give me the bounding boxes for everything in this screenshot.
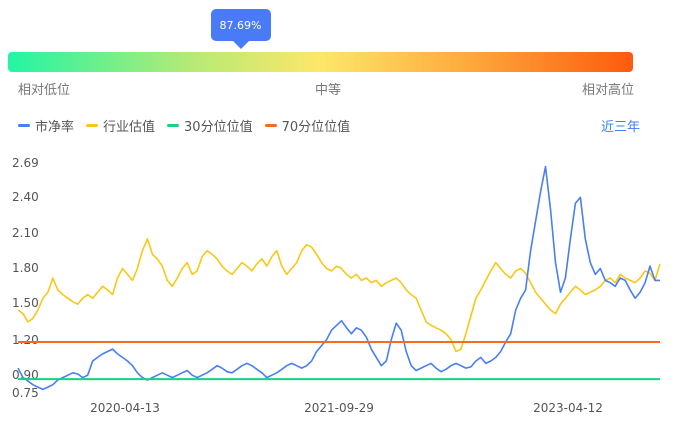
legend-item-3[interactable]: 70分位位值 xyxy=(264,116,351,135)
gauge-low-label: 相对低位 xyxy=(18,83,71,98)
percentile-value: 87.69% xyxy=(219,18,262,32)
y-tick-label: 1.50 xyxy=(12,296,39,310)
valuation-line-chart: 2.692.402.101.801.501.200.900.752020-04-… xyxy=(12,156,661,415)
series-line-0 xyxy=(17,165,660,391)
series-line-1 xyxy=(17,238,661,353)
legend-item-2[interactable]: 30分位位值 xyxy=(167,116,253,135)
y-tick-label: 1.20 xyxy=(12,333,39,347)
legend-item-0[interactable]: 市净率 xyxy=(18,116,75,135)
y-tick-label: 0.75 xyxy=(12,386,39,400)
legend-label: 30分位位值 xyxy=(184,119,253,135)
y-tick-label: 1.80 xyxy=(12,261,39,275)
x-tick-label: 2021-09-29 xyxy=(304,401,374,415)
y-tick-label: 2.69 xyxy=(12,156,39,170)
legend-item-1[interactable]: 行业估值 xyxy=(86,116,156,135)
chart-legend: 市净率 行业估值 30分位位值 70分位位值 xyxy=(18,116,351,135)
legend-swatch xyxy=(18,123,30,127)
x-tick-label: 2020-04-13 xyxy=(90,401,160,415)
gauge-gradient-bar xyxy=(8,52,633,72)
range-selector-link[interactable]: 近三年 xyxy=(600,120,640,135)
percentile-bubble: 87.69% xyxy=(210,9,271,41)
legend-swatch xyxy=(264,123,277,127)
y-tick-label: 2.10 xyxy=(12,226,39,240)
y-tick-label: 2.40 xyxy=(12,190,39,204)
legend-swatch xyxy=(86,123,99,127)
x-tick-label: 2023-04-12 xyxy=(533,401,603,415)
percentile-pointer xyxy=(232,41,249,49)
legend-label: 行业估值 xyxy=(103,119,156,135)
gauge-high-label: 相对高位 xyxy=(582,83,635,98)
legend-label: 70分位位值 xyxy=(281,119,351,135)
gauge-mid-label: 中等 xyxy=(315,83,342,98)
legend-swatch xyxy=(167,123,180,127)
legend-label: 市净率 xyxy=(35,119,75,135)
percentile-gauge: 87.69% 相对低位 中等 相对高位 xyxy=(0,0,686,100)
